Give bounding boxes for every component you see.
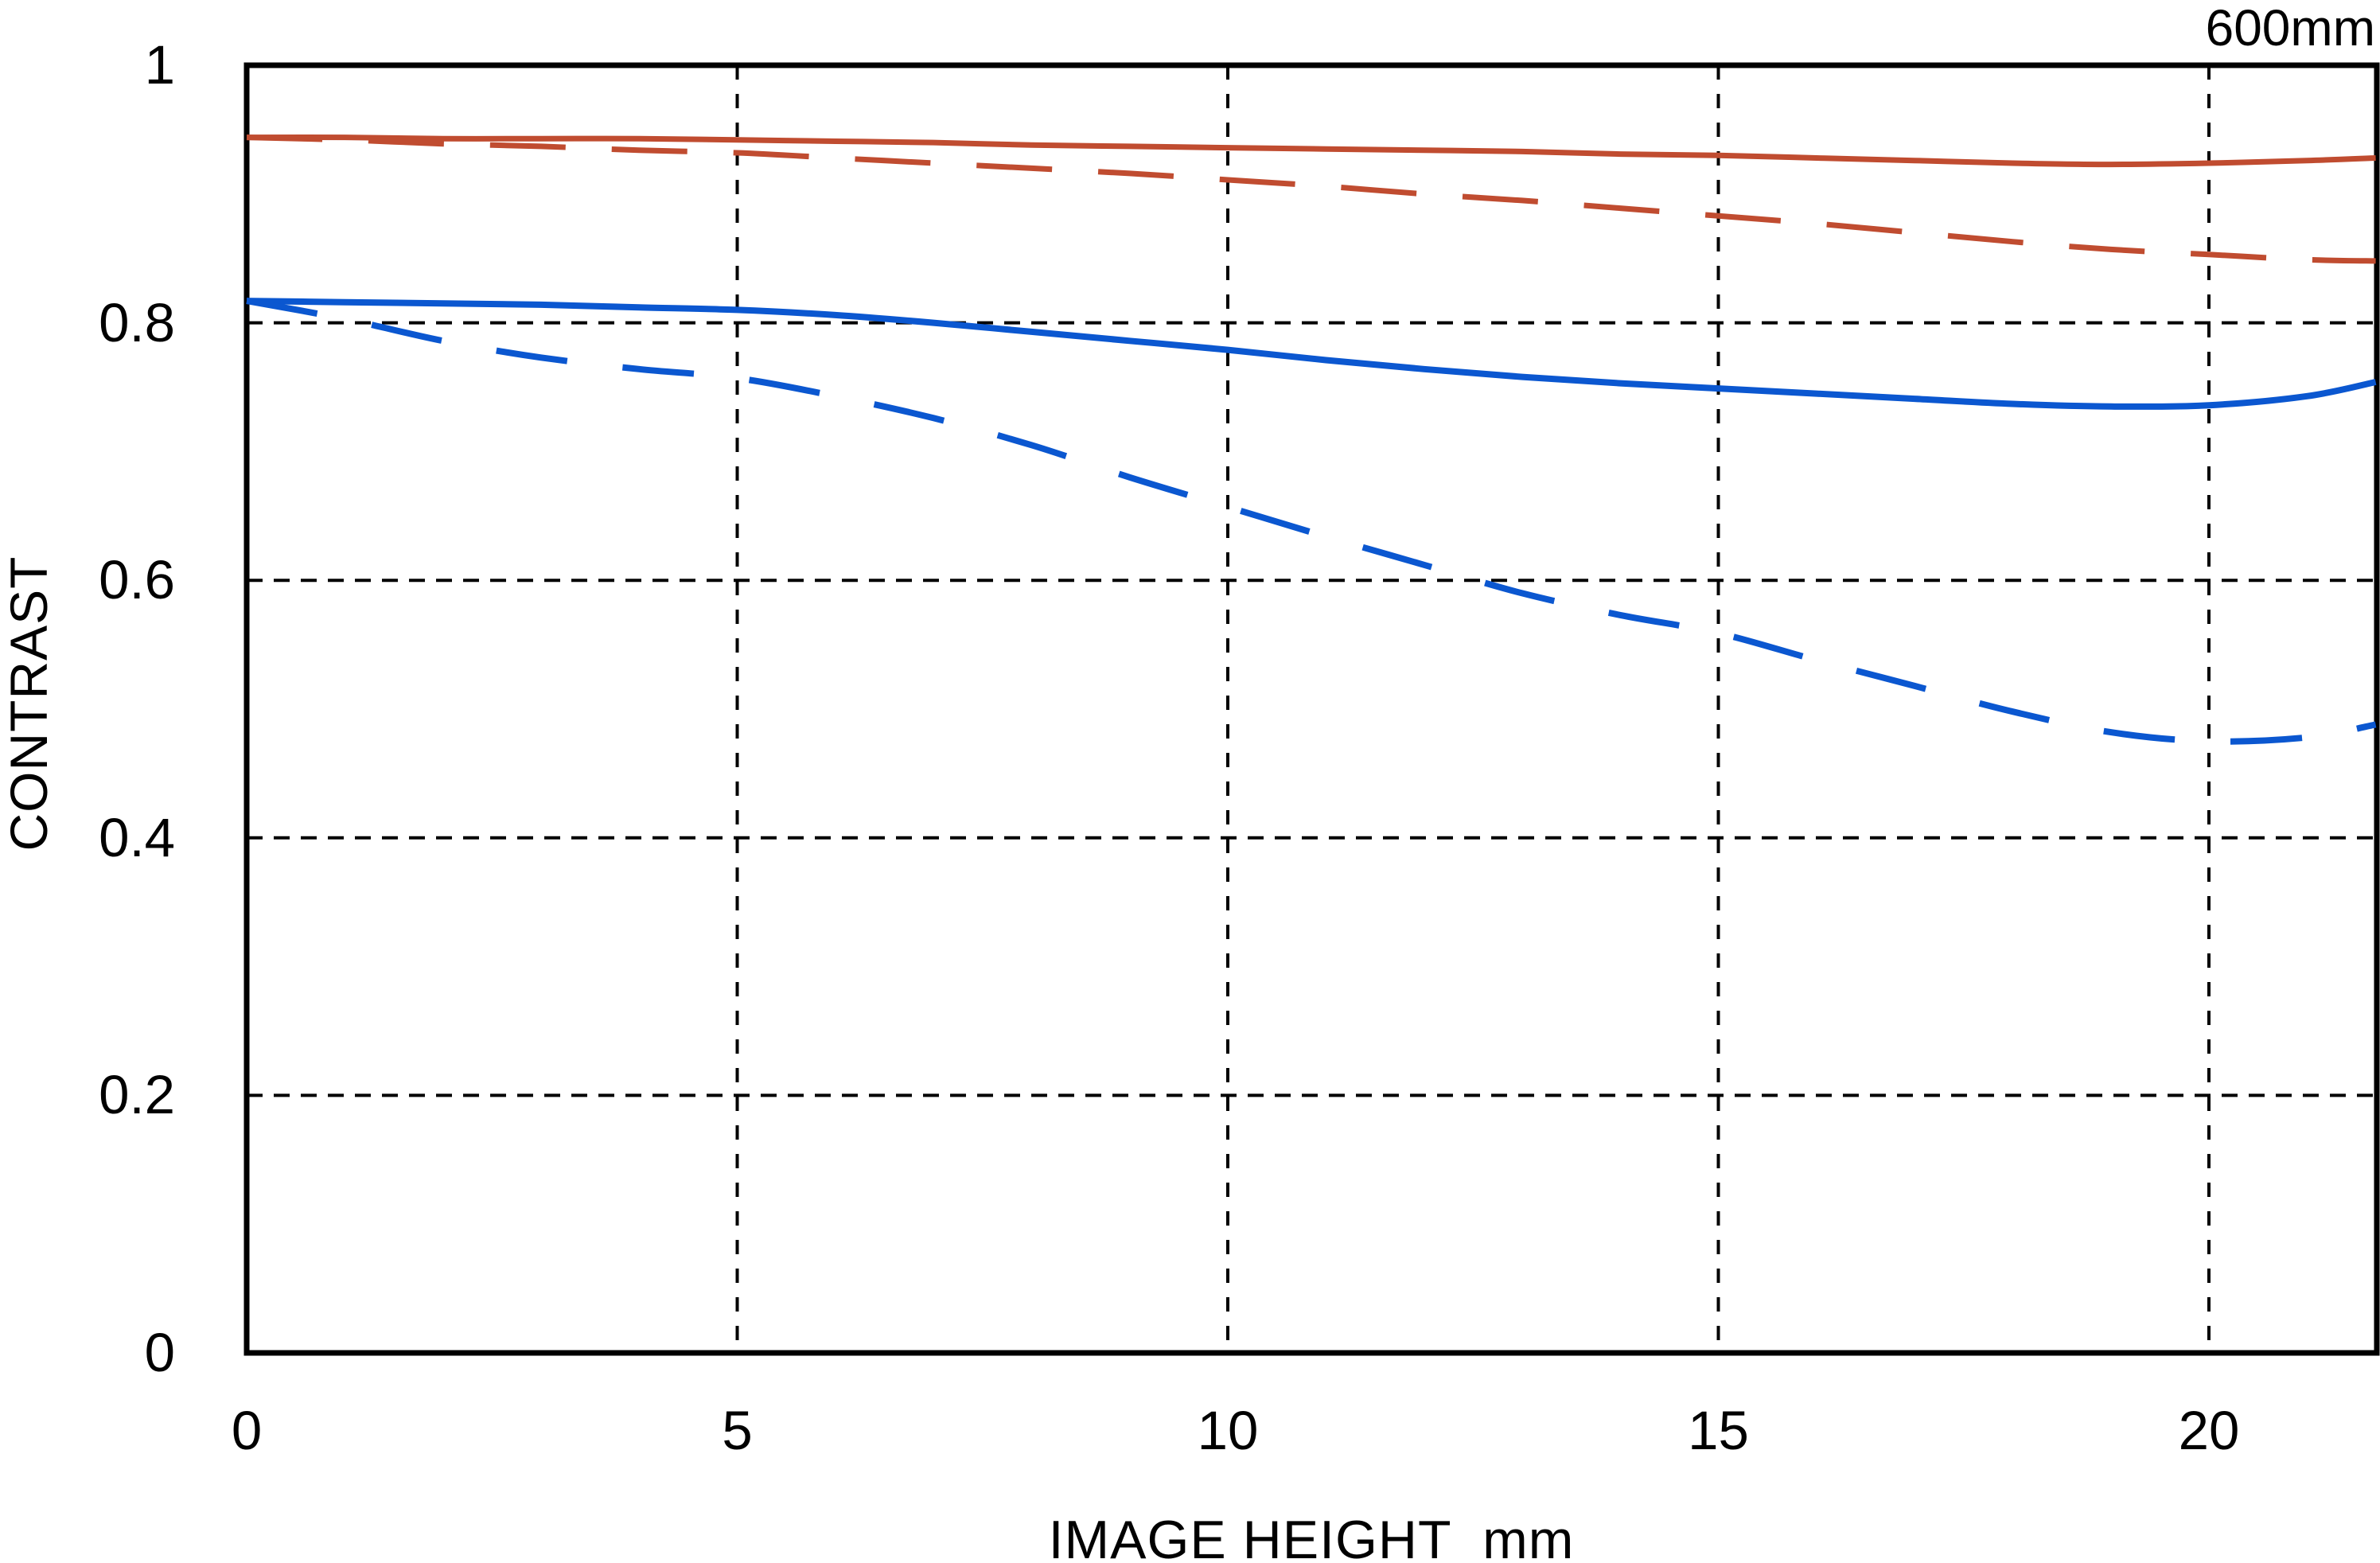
y-tick-label: 0.6	[99, 549, 175, 611]
chart-title: 600mm	[2205, 0, 2375, 57]
y-tick-label: 0	[144, 1322, 175, 1383]
x-tick-label: 10	[1197, 1400, 1259, 1461]
y-tick-label: 0.2	[99, 1064, 175, 1126]
x-tick-label: 15	[1688, 1400, 1749, 1461]
plot-border	[243, 62, 2380, 1356]
x-tick-label: 20	[2178, 1400, 2240, 1461]
curve-red-solid	[246, 134, 2376, 168]
x-tick-label: 5	[722, 1400, 753, 1461]
curve-red-dashed	[246, 134, 2376, 264]
y-tick-label: 0.8	[99, 291, 175, 353]
x-tick-label: 0	[231, 1400, 263, 1461]
x-axis-label: IMAGE HEIGHT mm	[1048, 1510, 1575, 1563]
curve-blue-solid	[246, 298, 2377, 410]
curve-blue-dashed	[246, 298, 2377, 745]
y-tick-label: 1	[144, 34, 175, 95]
y-tick-label: 0.4	[99, 806, 175, 868]
